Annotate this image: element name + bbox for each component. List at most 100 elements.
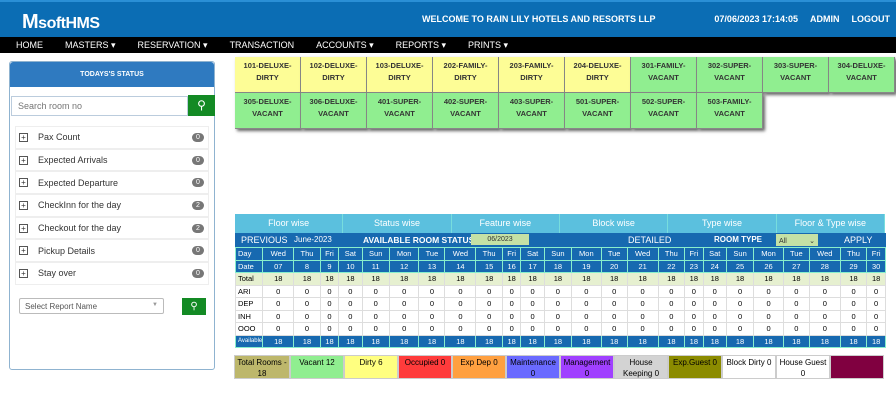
status-item[interactable]: + Stay over 0 (15, 262, 209, 285)
search-room-input[interactable] (11, 96, 188, 116)
value-cell: 0 (388, 297, 420, 311)
value-cell: 18 (319, 334, 340, 348)
status-item[interactable]: + Checkout for the day 2 (15, 216, 209, 240)
nav-item[interactable]: MASTERS ▾ (65, 39, 116, 50)
legend-item: Dirty 6 (344, 355, 398, 379)
count-badge: 0 (192, 178, 204, 188)
room-tile[interactable]: 202-FAMILY- DIRTY (433, 57, 499, 93)
apply-button[interactable]: APPLY (844, 235, 873, 245)
value-cell: 0 (475, 284, 503, 298)
days-cell: Thu (475, 247, 503, 261)
dates-cell: 16 (501, 259, 522, 273)
room-tile[interactable]: 501-SUPER- VACANT (565, 93, 631, 129)
expand-icon[interactable]: + (19, 223, 28, 233)
value-cell: 0 (418, 284, 446, 298)
legend-item (830, 355, 884, 379)
table-row: ARI 0 0 0 0 0 0 0 0 0 0 0 0 0 0 0 0 0 0 0 0 0 0 0 0 (234, 284, 886, 298)
room-tile[interactable]: 103-DELUXE- DIRTY (367, 57, 433, 93)
value-cell: 0 (338, 309, 363, 323)
room-tile[interactable]: 401-SUPER- VACANT (367, 93, 433, 129)
room-tile[interactable]: 303-SUPER- VACANT (763, 57, 829, 93)
nav-item[interactable]: TRANSACTION (229, 40, 295, 50)
room-tile[interactable]: 306-DELUXE- VACANT (301, 93, 367, 129)
room-tile[interactable]: 502-SUPER- VACANT (631, 93, 697, 129)
days-cell: Thu (293, 247, 321, 261)
value-cell: 18 (839, 272, 868, 286)
nav-item[interactable]: ACCOUNTS ▾ (316, 39, 374, 50)
value-cell: 0 (444, 284, 477, 298)
room-tile[interactable]: 305-DELUXE- VACANT (235, 93, 301, 129)
value-cell: 0 (753, 284, 784, 298)
expand-icon[interactable]: + (19, 246, 28, 256)
tab[interactable]: Floor wise (235, 214, 344, 233)
room-type-select[interactable]: All ⌄ (776, 234, 818, 246)
value-cell: 0 (571, 284, 602, 298)
previous-button[interactable]: PREVIOUS (241, 235, 288, 245)
month-input[interactable]: 06/2023 (471, 234, 529, 245)
expand-icon[interactable]: + (19, 155, 28, 165)
value-cell: 18 (338, 334, 363, 348)
status-item[interactable]: + Expected Arrivals 0 (15, 148, 209, 172)
days-cell: Thu (657, 247, 686, 261)
value-cell: 0 (808, 297, 841, 311)
expand-icon[interactable]: + (19, 268, 28, 278)
value-cell: 0 (319, 297, 340, 311)
room-tile[interactable]: 203-FAMILY- DIRTY (499, 57, 565, 93)
value-cell: 0 (866, 309, 886, 323)
room-tile[interactable]: 302-SUPER- VACANT (697, 57, 763, 93)
room-tile[interactable]: 403-SUPER- VACANT (499, 93, 565, 129)
value-cell: 0 (626, 309, 659, 323)
room-tile[interactable]: 101-DELUXE- DIRTY (235, 57, 301, 93)
room-name: 306-DELUXE- (309, 97, 358, 106)
room-status: VACANT (384, 109, 415, 118)
tab[interactable]: Floor & Type wise (777, 214, 885, 233)
room-tile[interactable]: 304-DELUXE- VACANT (829, 57, 895, 93)
tab[interactable]: Feature wise (452, 214, 560, 233)
expand-icon[interactable]: + (19, 132, 28, 142)
room-tile[interactable]: 301-FAMILY- VACANT (631, 57, 697, 93)
nav-item[interactable]: RESERVATION ▾ (137, 39, 208, 50)
welcome-text: WELCOME TO RAIN LILY HOTELS AND RESORTS … (422, 14, 656, 24)
room-tile[interactable]: 102-DELUXE- DIRTY (301, 57, 367, 93)
expand-icon[interactable]: + (19, 200, 28, 210)
report-select[interactable]: Select Report Name ▼ (19, 298, 164, 314)
table-row: INH 0 0 0 0 0 0 0 0 0 0 0 0 0 0 0 0 0 0 0 0 0 0 0 0 (234, 309, 886, 323)
tab[interactable]: Type wise (668, 214, 777, 233)
room-tile[interactable]: 402-SUPER- VACANT (433, 93, 499, 129)
status-item[interactable]: + Pickup Details 0 (15, 239, 209, 263)
dates-cell: 15 (475, 259, 503, 273)
days-cell: Fri (684, 247, 704, 261)
status-item[interactable]: + Expected Departure 0 (15, 171, 209, 195)
detailed-button[interactable]: DETAILED (628, 235, 672, 245)
tab[interactable]: Status wise (343, 214, 452, 233)
report-search-button[interactable]: ⚲ (182, 298, 206, 315)
status-item[interactable]: + Pax Count 0 (15, 126, 209, 149)
logout-link[interactable]: LOGOUT (851, 14, 891, 24)
expand-icon[interactable]: + (19, 178, 28, 188)
room-type-label: ROOM TYPE (714, 235, 763, 244)
value-cell: 0 (520, 284, 545, 298)
value-cell: 18 (571, 272, 602, 286)
tab[interactable]: Block wise (560, 214, 669, 233)
value-cell: 0 (571, 322, 602, 336)
nav-item[interactable]: REPORTS ▾ (395, 39, 446, 50)
room-tile[interactable]: 503-FAMILY- VACANT (697, 93, 763, 129)
room-status: VACANT (714, 73, 745, 82)
value-cell: 18 (702, 334, 727, 348)
value-cell: 0 (501, 322, 522, 336)
logo[interactable]: MsoftHMS (22, 11, 100, 33)
nav-item[interactable]: PRINTS ▾ (467, 39, 509, 50)
status-item[interactable]: + CheckInn for the day 2 (15, 194, 209, 217)
value-cell: 0 (702, 284, 727, 298)
dates-cell: 29 (839, 259, 868, 273)
room-tile[interactable]: 204-DELUXE- DIRTY (565, 57, 631, 93)
nav-item[interactable]: HOME (16, 40, 43, 50)
user-name[interactable]: ADMIN (810, 14, 840, 24)
room-name: 502-SUPER- (641, 97, 686, 106)
value-cell: 0 (866, 322, 886, 336)
row-label: ARI (234, 284, 264, 298)
value-cell: 0 (543, 322, 573, 336)
table-row: DEP 0 0 0 0 0 0 0 0 0 0 0 0 0 0 0 0 0 0 0 0 0 0 0 0 (234, 297, 886, 311)
search-button[interactable]: ⚲ (188, 95, 215, 116)
days-cell: Sun (725, 247, 755, 261)
